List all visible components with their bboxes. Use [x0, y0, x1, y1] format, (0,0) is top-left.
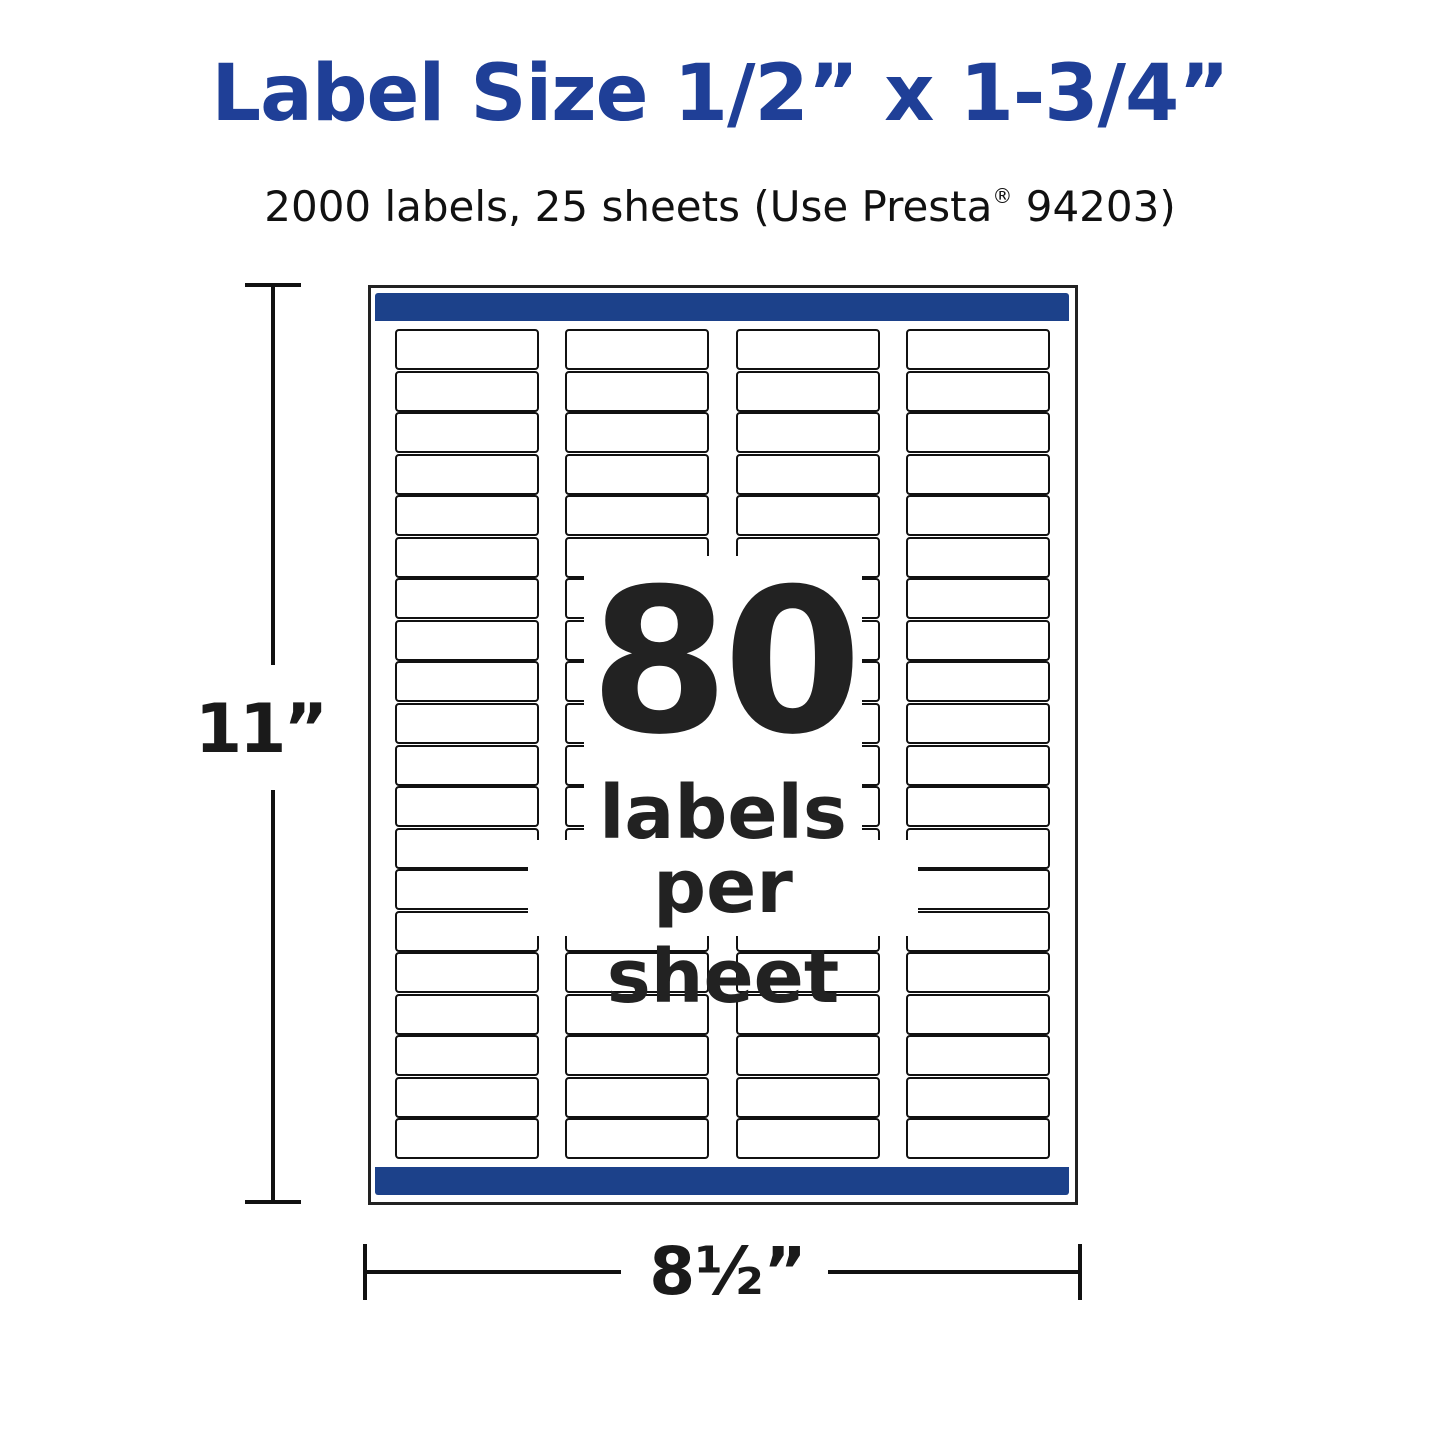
label-cell — [395, 952, 539, 994]
label-cell — [395, 827, 539, 869]
subtitle: 2000 labels, 25 sheets (Use Presta® 9420… — [0, 168, 1440, 235]
label-cell — [906, 993, 1050, 1035]
subtitle-suffix: 94203) — [1012, 182, 1176, 231]
label-cell — [395, 370, 539, 412]
label-cell — [736, 993, 880, 1035]
label-cell — [395, 495, 539, 537]
label-count-caption-1: labels — [599, 770, 847, 856]
label-cell — [736, 495, 880, 537]
label-cell — [395, 619, 539, 661]
width-dimension-line-left — [365, 1270, 621, 1274]
label-cell — [565, 329, 709, 370]
label-cell — [395, 786, 539, 828]
height-dimension-label: 11” — [194, 690, 328, 769]
width-dimension-right-tick — [1078, 1244, 1082, 1300]
label-count: 80 — [589, 546, 862, 779]
sheet-bottom-bar — [375, 1167, 1069, 1195]
label-cell — [906, 1035, 1050, 1077]
label-cell — [736, 412, 880, 454]
label-cell — [906, 578, 1050, 620]
label-cell — [395, 661, 539, 703]
label-cell — [906, 952, 1050, 994]
height-dimension-line-bottom — [271, 790, 275, 1202]
label-cell — [565, 952, 709, 994]
label-cell — [395, 536, 539, 578]
label-cell — [906, 827, 1050, 869]
label-cell — [906, 412, 1050, 454]
label-cell — [395, 578, 539, 620]
label-cell — [395, 910, 539, 952]
label-cell — [395, 412, 539, 454]
label-cell — [395, 1076, 539, 1118]
label-cell — [565, 1076, 709, 1118]
label-cell — [906, 495, 1050, 537]
page-title: Label Size 1/2” x 1-3/4” — [211, 49, 1229, 139]
label-cell — [906, 786, 1050, 828]
label-cell — [906, 910, 1050, 952]
label-count-caption-2: per sheet — [606, 844, 840, 1020]
sheet-top-bar — [375, 293, 1069, 321]
label-cell — [736, 1035, 880, 1077]
label-cell — [906, 370, 1050, 412]
label-cell — [565, 1118, 709, 1160]
label-cell — [565, 453, 709, 495]
label-cell — [906, 1076, 1050, 1118]
width-dimension-label: 8½” — [649, 1233, 807, 1310]
label-cell — [565, 370, 709, 412]
label-cell — [906, 619, 1050, 661]
label-cell — [395, 1035, 539, 1077]
height-dimension-line-top — [271, 285, 275, 665]
label-cell — [395, 869, 539, 911]
registered-mark: ® — [992, 184, 1013, 208]
count-badge-background — [528, 548, 918, 940]
label-cell — [906, 744, 1050, 786]
label-cell — [736, 453, 880, 495]
label-cell — [736, 1118, 880, 1160]
width-dimension-line-right — [828, 1270, 1080, 1274]
label-cell — [736, 1076, 880, 1118]
height-dimension-bottom-tick — [245, 1200, 301, 1204]
label-cell — [906, 1118, 1050, 1160]
subtitle-text: 2000 labels, 25 sheets (Use Presta — [264, 182, 993, 231]
label-cell — [395, 329, 539, 370]
label-cell — [906, 536, 1050, 578]
label-cell — [736, 329, 880, 370]
label-cell — [565, 1035, 709, 1077]
label-cell — [395, 1118, 539, 1160]
label-cell — [395, 702, 539, 744]
label-cell — [906, 702, 1050, 744]
label-cell — [565, 412, 709, 454]
label-cell — [565, 495, 709, 537]
label-cell — [395, 744, 539, 786]
label-cell — [906, 661, 1050, 703]
label-cell — [906, 869, 1050, 911]
label-cell — [906, 329, 1050, 370]
label-cell — [906, 453, 1050, 495]
label-cell — [736, 952, 880, 994]
label-cell — [565, 993, 709, 1035]
label-cell — [736, 370, 880, 412]
label-cell — [395, 993, 539, 1035]
label-cell — [395, 453, 539, 495]
